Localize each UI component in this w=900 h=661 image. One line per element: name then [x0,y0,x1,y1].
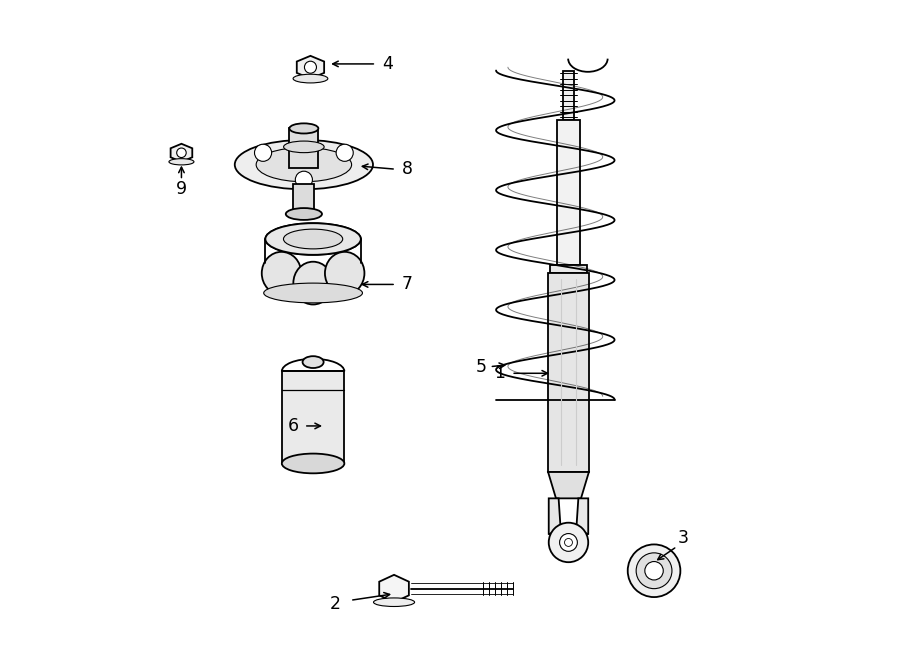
Ellipse shape [325,252,364,295]
Bar [562,71,574,120]
Ellipse shape [235,140,373,189]
Ellipse shape [286,208,322,220]
Ellipse shape [256,147,352,182]
Ellipse shape [266,223,361,254]
Circle shape [336,144,353,161]
Circle shape [176,148,186,157]
Polygon shape [548,472,589,498]
Ellipse shape [264,283,363,303]
Ellipse shape [284,141,324,153]
Circle shape [644,562,663,580]
Circle shape [560,533,578,551]
Bar [557,120,580,264]
Circle shape [255,144,272,161]
Polygon shape [379,575,409,602]
Circle shape [295,171,312,188]
Polygon shape [297,56,324,79]
Text: 9: 9 [176,180,187,198]
Ellipse shape [302,356,324,368]
Circle shape [549,523,589,563]
Bar [290,128,319,168]
Bar [551,264,587,272]
Circle shape [636,553,672,589]
Ellipse shape [169,159,194,165]
Text: 5: 5 [475,358,486,375]
Text: 1: 1 [494,364,505,382]
Text: 4: 4 [382,55,393,73]
Ellipse shape [282,453,345,473]
Text: 8: 8 [401,160,413,178]
Ellipse shape [284,229,343,249]
Ellipse shape [266,223,361,254]
Polygon shape [576,498,589,535]
Ellipse shape [290,124,319,134]
Ellipse shape [374,598,415,607]
Bar [548,272,589,472]
Polygon shape [549,498,561,535]
Text: 2: 2 [329,595,340,613]
Bar [293,184,314,214]
Circle shape [304,61,317,73]
Circle shape [627,545,680,597]
Text: 7: 7 [401,276,413,293]
Text: 3: 3 [679,529,689,547]
Ellipse shape [293,74,328,83]
Ellipse shape [293,262,333,305]
Text: 6: 6 [288,417,299,435]
Bar [282,371,345,463]
Ellipse shape [262,252,302,295]
Ellipse shape [284,229,343,249]
Polygon shape [171,144,193,162]
